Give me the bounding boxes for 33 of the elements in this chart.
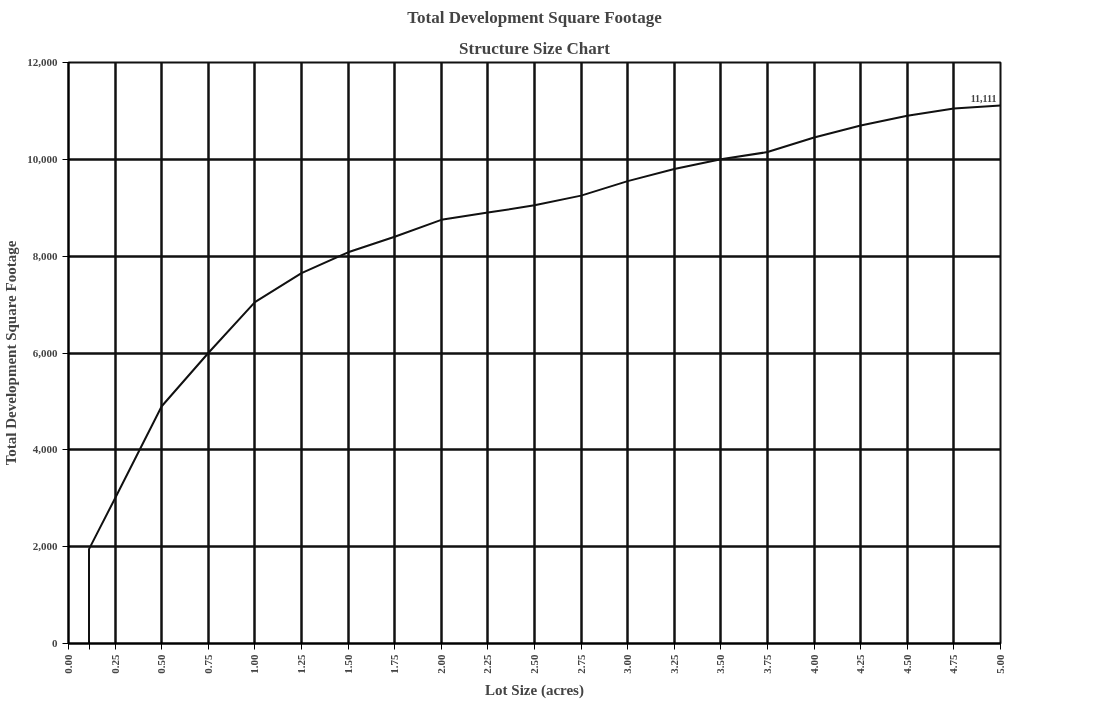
x-tick-label: 0.50 bbox=[155, 654, 168, 674]
x-tick-label: 5.00 bbox=[994, 654, 1006, 674]
x-tick-label: 0.75 bbox=[201, 654, 214, 674]
data-label: 11,111 bbox=[970, 92, 997, 104]
y-tick-label: 2,000 bbox=[32, 540, 58, 553]
x-tick-label: 2.25 bbox=[481, 654, 494, 674]
x-tick-label: 4.50 bbox=[900, 654, 913, 674]
y-axis-title: Total Development Square Footage bbox=[3, 240, 20, 466]
y-tick-label: 4,000 bbox=[32, 443, 58, 456]
x-tick-label: 0.25 bbox=[108, 654, 121, 674]
y-tick-label: 0 bbox=[52, 637, 58, 649]
x-tick-label: 3.00 bbox=[621, 654, 634, 674]
x-tick-label: 0.00 bbox=[62, 654, 74, 674]
x-tick-label: 4.00 bbox=[807, 654, 820, 674]
x-tick-label: 3.25 bbox=[667, 654, 680, 674]
x-tick-label: 2.00 bbox=[434, 654, 447, 674]
chart-subtitle: Structure Size Chart bbox=[459, 38, 611, 58]
x-tick-label: 1.25 bbox=[295, 654, 307, 674]
chart-title: Total Development Square Footage bbox=[407, 7, 663, 27]
x-tick-label: 2.75 bbox=[574, 654, 587, 674]
x-tick-label: 3.75 bbox=[761, 654, 773, 674]
y-tick-label: 12,000 bbox=[27, 56, 58, 68]
y-tick-label: 8,000 bbox=[32, 249, 58, 262]
x-tick-label: 3.50 bbox=[714, 654, 727, 674]
y-tick-label: 10,000 bbox=[27, 152, 58, 165]
x-tick-label: 1.75 bbox=[388, 654, 401, 674]
x-tick-label: 4.75 bbox=[947, 654, 960, 674]
x-tick-label: 1.00 bbox=[248, 654, 261, 674]
x-tick-label: 2.50 bbox=[528, 654, 540, 674]
y-tick-label: 6,000 bbox=[32, 346, 58, 359]
x-tick-label: 1.50 bbox=[341, 654, 354, 674]
x-tick-label: 4.25 bbox=[854, 654, 867, 674]
x-axis-title: Lot Size (acres) bbox=[485, 681, 584, 699]
